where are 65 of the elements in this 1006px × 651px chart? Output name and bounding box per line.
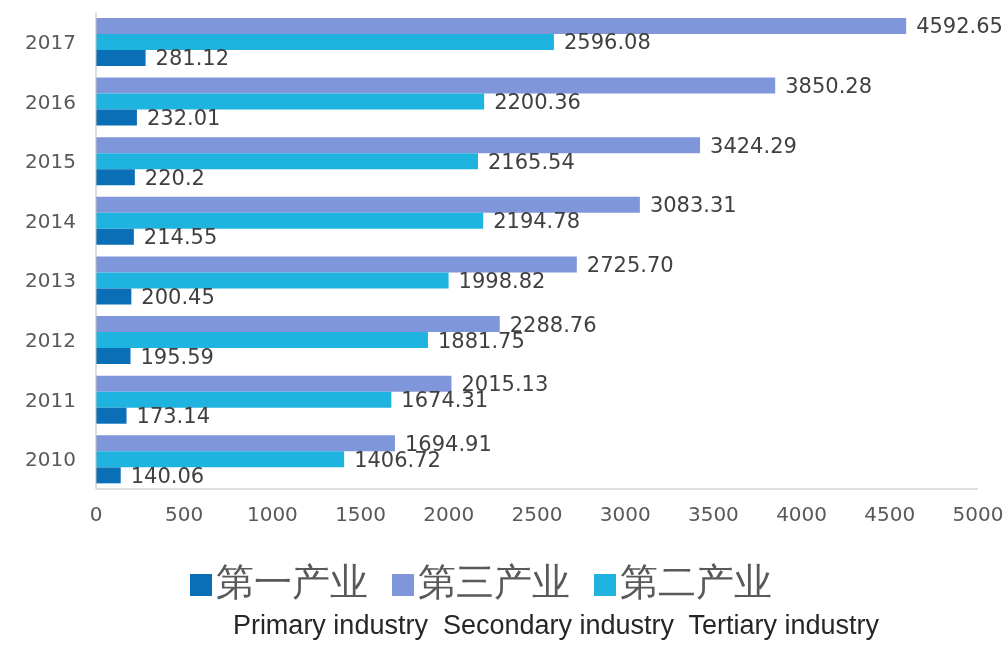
data-label: 1998.82 [458,268,546,293]
y-tick-label: 2012 [25,328,76,353]
x-tick-label: 1500 [335,502,387,527]
y-tick-label: 2014 [25,208,76,233]
x-tick-label: 500 [165,502,204,527]
bar [96,17,907,34]
bar [96,391,392,408]
bar [96,33,554,50]
y-tick-label: 2016 [25,89,76,114]
bar [96,212,484,229]
bar [96,435,395,452]
data-label: 2200.36 [494,90,581,115]
bar [96,93,485,110]
data-label: 200.45 [141,284,215,309]
bar [96,256,577,273]
bar [96,375,452,392]
bar [96,316,500,333]
bar [96,228,134,245]
x-tick-label: 4000 [776,502,828,527]
bar [96,77,776,94]
data-label: 2725.70 [586,252,674,277]
data-label: 2165.54 [488,149,575,174]
data-label: 3424.29 [710,133,797,158]
x-tick-label: 3500 [687,502,739,527]
x-tick-label: 4500 [864,502,916,527]
x-tick-label: 1000 [246,502,298,527]
bar [96,49,146,66]
x-tick-label: 5000 [952,502,1004,527]
data-label: 173.14 [136,404,211,429]
bar [96,272,449,289]
bar [96,407,127,424]
data-label: 140.06 [130,463,205,488]
bar [96,137,701,154]
x-tick-label: 2500 [511,502,563,527]
bar [96,196,640,213]
data-label: 2194.78 [493,209,580,234]
data-label: 281.12 [155,46,230,71]
bar [96,169,135,186]
x-tick-label: 3000 [599,502,651,527]
bar [96,153,478,170]
data-label: 220.2 [144,165,205,190]
data-label: 3850.28 [785,74,873,99]
y-tick-label: 2011 [25,387,76,412]
y-tick-label: 2013 [25,268,76,293]
legend-label: 第二产业 [620,560,772,604]
legend-label: 第三产业 [418,560,570,604]
data-label: 4592.65 [916,14,1003,39]
text: Primary industry Secondary industry Tertiary industry [231,610,881,641]
y-tick-label: 2017 [25,29,76,54]
data-label: 214.55 [143,225,218,250]
legend-label: 第一产业 [216,560,368,604]
y-tick-label: 2010 [25,447,76,472]
bar [96,451,345,468]
data-label: 195.59 [140,344,214,369]
data-label: 232.01 [146,106,221,131]
bar [96,332,428,349]
x-tick-label: 2000 [423,502,475,527]
data-label: 3083.31 [649,193,737,218]
bar [96,109,137,126]
bar [96,288,132,305]
x-tick-label: 0 [89,502,103,527]
bar [96,348,131,365]
y-tick-label: 2015 [25,149,76,174]
bar [96,467,121,484]
data-label: 2596.08 [563,30,651,55]
